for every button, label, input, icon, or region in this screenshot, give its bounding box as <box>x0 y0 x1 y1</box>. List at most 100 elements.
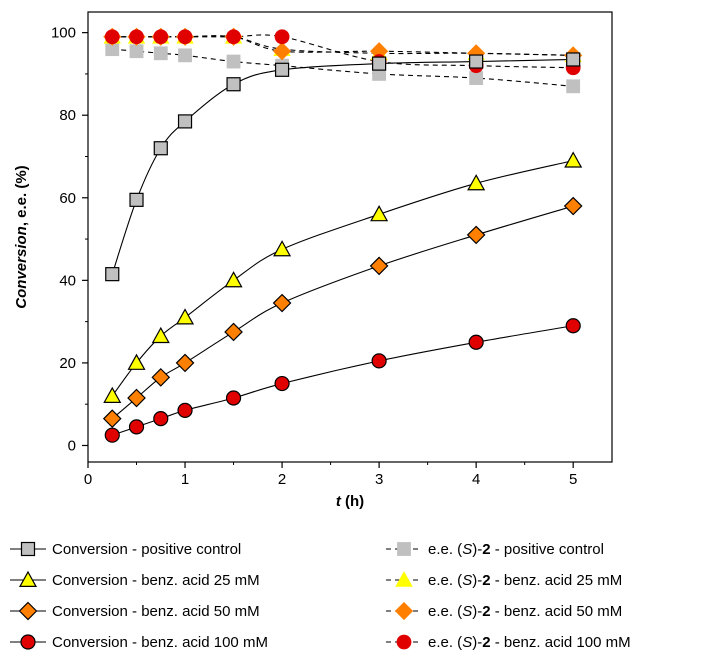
legend-item-conversion-benz-acid-50: Conversion - benz. acid 50 mM <box>8 598 260 624</box>
data-point-0-8 <box>566 52 581 67</box>
legend-item-ee-benz-acid-25: e.e. (S)-2 - benz. acid 25 mM <box>384 567 622 593</box>
x-tick-label: 3 <box>375 471 383 488</box>
data-point-2-6 <box>369 256 389 276</box>
legend-marker <box>395 571 413 587</box>
x-axis-label: t (h) <box>336 493 364 510</box>
legend-item-ee-benz-acid-50: e.e. (S)-2 - benz. acid 50 mM <box>384 598 622 624</box>
data-point-7-3 <box>177 29 193 45</box>
series-line-3 <box>112 325 574 436</box>
x-axis-label-unit: (h) <box>341 493 364 510</box>
legend-label: e.e. (S)-2 - benz. acid 25 mM <box>428 571 623 589</box>
series-markers <box>102 27 583 443</box>
legend-label: Conversion - benz. acid 100 mM <box>52 633 268 651</box>
legend-symbol <box>386 601 422 621</box>
series-line-2 <box>111 205 574 420</box>
legend-symbol <box>10 601 46 621</box>
data-point-2-7 <box>466 225 486 245</box>
series-line-4 <box>112 48 574 87</box>
data-point-7-1 <box>129 29 144 45</box>
data-point-1-0 <box>103 386 122 403</box>
data-point-2-5 <box>272 293 292 313</box>
x-tick-label: 1 <box>181 471 189 488</box>
data-point-0-2 <box>153 141 168 156</box>
legend-marker <box>18 570 38 587</box>
data-point-3-4 <box>225 390 242 406</box>
series-line-1 <box>111 160 574 397</box>
data-point-3-8 <box>565 318 581 334</box>
data-point-3-1 <box>128 419 145 435</box>
data-point-1-7 <box>467 174 486 191</box>
legend-symbol <box>386 542 422 556</box>
data-point-7-2 <box>153 29 169 45</box>
y-tick-label: 40 <box>59 272 76 289</box>
series-line-0 <box>111 58 574 275</box>
data-point-3-0 <box>104 427 120 443</box>
data-point-4-4 <box>226 54 241 69</box>
x-axis-label-var: t <box>336 493 342 510</box>
data-point-1-2 <box>151 326 170 344</box>
data-point-4-2 <box>153 46 168 61</box>
series-line-6 <box>112 35 574 56</box>
legend-item-conversion-benz-acid-25: Conversion - benz. acid 25 mM <box>8 567 260 593</box>
data-point-6-5 <box>273 42 292 61</box>
data-point-0-5 <box>274 62 290 77</box>
y-tick-label: 60 <box>59 190 76 207</box>
series-lines <box>111 34 574 436</box>
data-point-3-2 <box>153 411 169 427</box>
x-tick-label: 5 <box>569 471 577 488</box>
x-tick-label: 4 <box>472 471 480 488</box>
legend-label: e.e. (S)-2 - positive control <box>428 540 604 558</box>
data-point-1-4 <box>224 271 243 288</box>
data-point-2-4 <box>224 322 243 342</box>
legend-label: Conversion - benz. acid 50 mM <box>52 602 260 620</box>
data-point-3-6 <box>371 353 387 369</box>
axes: 0 1 2 3 4 5 0 20 40 60 80 100 <box>51 11 613 488</box>
legend-label: Conversion - positive control <box>52 540 242 558</box>
legend-symbol <box>386 634 422 650</box>
legend-label: Conversion - benz. acid 25 mM <box>52 571 260 589</box>
legend-marker <box>20 541 36 557</box>
legend: Conversion - positive control Conversion… <box>0 532 701 662</box>
legend-label: e.e. (S)-2 - benz. acid 50 mM <box>428 602 623 620</box>
data-point-1-6 <box>370 205 389 222</box>
data-point-0-7 <box>469 54 484 69</box>
y-axis-label-rest: , e.e. (%) <box>13 165 30 226</box>
y-tick-label: 0 <box>68 437 76 454</box>
legend-marker <box>396 634 412 650</box>
data-point-7-4 <box>226 29 241 45</box>
data-point-0-1 <box>129 192 144 207</box>
data-point-1-5 <box>273 240 292 257</box>
legend-marker <box>18 601 38 621</box>
y-axis-label: Conversion, e.e. (%) <box>13 165 30 308</box>
y-axis-label-var: Conversion <box>13 226 30 309</box>
data-point-0-3 <box>177 114 193 129</box>
legend-marker <box>397 542 411 556</box>
y-tick-label: 100 <box>51 25 76 42</box>
data-point-2-3 <box>175 353 195 373</box>
legend-item-ee-benz-acid-100: e.e. (S)-2 - benz. acid 100 mM <box>384 629 631 655</box>
data-point-0-0 <box>105 267 120 282</box>
data-point-2-8 <box>563 196 583 216</box>
legend-label: e.e. (S)-2 - benz. acid 100 mM <box>428 633 631 651</box>
data-point-4-3 <box>178 48 192 63</box>
legend-item-conversion-benz-acid-100: Conversion - benz. acid 100 mM <box>8 629 268 655</box>
data-point-0-4 <box>226 77 241 92</box>
x-tick-label: 2 <box>278 471 286 488</box>
y-tick-label: 80 <box>59 107 76 124</box>
legend-item-conversion-positive-control: Conversion - positive control <box>8 536 241 562</box>
y-tick-label: 20 <box>59 355 76 372</box>
data-point-1-8 <box>564 151 583 168</box>
data-point-4-8 <box>566 79 581 94</box>
data-point-7-0 <box>104 29 120 45</box>
x-tick-label: 0 <box>84 471 92 488</box>
data-point-7-5 <box>274 29 290 45</box>
data-point-1-3 <box>176 308 195 325</box>
legend-symbol <box>10 570 46 587</box>
data-point-2-2 <box>151 368 171 387</box>
legend-item-ee-positive-control: e.e. (S)-2 - positive control <box>384 536 604 562</box>
legend-marker <box>394 601 414 621</box>
data-point-3-3 <box>177 402 193 418</box>
legend-symbol <box>10 541 46 557</box>
data-point-4-7 <box>469 71 484 85</box>
